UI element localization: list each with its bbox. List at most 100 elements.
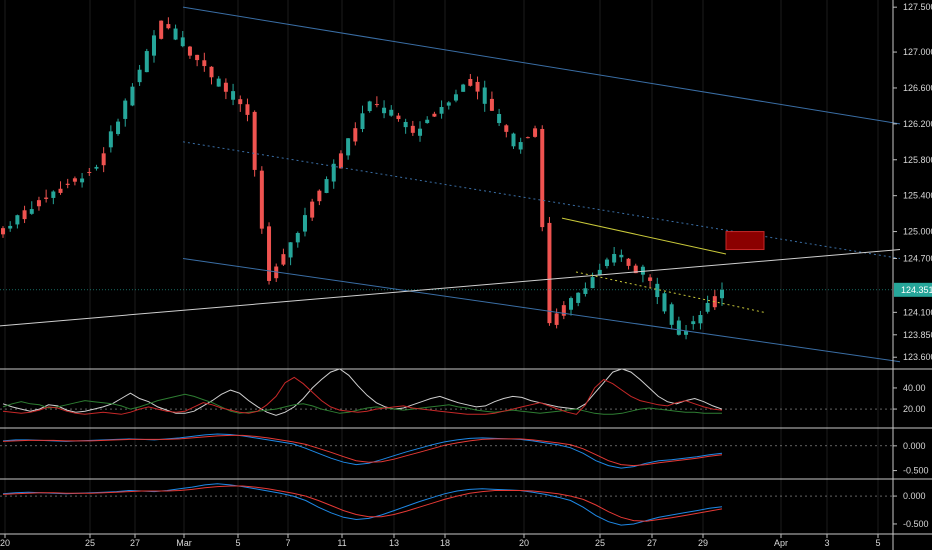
candle[interactable] xyxy=(58,181,63,195)
candle[interactable] xyxy=(245,98,250,122)
candle[interactable] xyxy=(65,178,70,189)
candle[interactable] xyxy=(662,291,667,314)
candle[interactable] xyxy=(360,105,365,133)
candle[interactable] xyxy=(8,221,13,232)
candle[interactable] xyxy=(540,125,545,232)
candle[interactable] xyxy=(216,76,221,87)
price-axis[interactable]: 40.00 20.00 0.000 -0.500 0.000 -0.500 127.500 1… xyxy=(893,2,932,529)
candle[interactable] xyxy=(432,111,437,117)
candle[interactable] xyxy=(497,108,502,127)
candle[interactable] xyxy=(533,125,538,138)
candle[interactable] xyxy=(94,164,99,171)
series-line-1[interactable] xyxy=(2,434,723,467)
candle[interactable] xyxy=(151,30,156,63)
candle[interactable] xyxy=(187,45,192,59)
candle[interactable] xyxy=(130,83,135,107)
candle[interactable] xyxy=(238,95,243,112)
candle[interactable] xyxy=(22,205,27,224)
candle[interactable] xyxy=(569,296,574,316)
candle[interactable] xyxy=(173,24,178,41)
candle[interactable] xyxy=(648,274,653,288)
candle[interactable] xyxy=(108,125,113,153)
candle[interactable] xyxy=(180,31,185,48)
candle[interactable] xyxy=(525,136,530,139)
candle[interactable] xyxy=(166,17,171,30)
series-line-2[interactable] xyxy=(2,376,723,415)
candle[interactable] xyxy=(676,316,681,336)
candle[interactable] xyxy=(389,105,394,117)
candle[interactable] xyxy=(252,110,257,177)
candle[interactable] xyxy=(302,207,307,237)
candle[interactable] xyxy=(518,137,523,154)
yellow-solid-line[interactable] xyxy=(561,217,727,255)
candle[interactable] xyxy=(489,91,494,111)
lower-channel-line[interactable] xyxy=(182,258,901,363)
oscillator-pane-3[interactable] xyxy=(0,483,893,526)
candle[interactable] xyxy=(231,83,236,106)
oscillator-pane-2[interactable] xyxy=(0,433,893,469)
drawing-tools[interactable] xyxy=(0,6,901,363)
candle[interactable] xyxy=(288,242,293,266)
yellow-dotted-line[interactable] xyxy=(575,271,765,313)
candle[interactable] xyxy=(1,226,5,238)
candle[interactable] xyxy=(468,73,473,87)
candle[interactable] xyxy=(374,96,379,108)
candle[interactable] xyxy=(626,258,631,270)
candle[interactable] xyxy=(137,64,142,86)
candle[interactable] xyxy=(80,172,85,188)
candle[interactable] xyxy=(640,264,645,283)
mid-channel-line[interactable] xyxy=(182,141,901,259)
candle[interactable] xyxy=(461,83,466,92)
candle[interactable] xyxy=(29,201,34,215)
candle[interactable] xyxy=(123,98,128,127)
candle[interactable] xyxy=(87,167,92,176)
candle[interactable] xyxy=(403,118,408,134)
candle[interactable] xyxy=(418,121,423,142)
candle[interactable] xyxy=(691,315,696,330)
candle[interactable] xyxy=(144,48,149,73)
candle[interactable] xyxy=(382,100,387,119)
candle[interactable] xyxy=(15,214,20,229)
oscillator-pane-1[interactable] xyxy=(0,368,893,416)
candle[interactable] xyxy=(597,263,602,276)
candle[interactable] xyxy=(101,147,106,173)
candle[interactable] xyxy=(583,282,588,297)
candle[interactable] xyxy=(36,196,41,211)
series-line-0[interactable] xyxy=(2,368,723,416)
white-trendline-line[interactable] xyxy=(0,249,901,327)
candle[interactable] xyxy=(51,190,56,205)
candle[interactable] xyxy=(331,159,336,189)
candle[interactable] xyxy=(604,257,609,269)
candle[interactable] xyxy=(439,100,444,119)
candle[interactable] xyxy=(612,247,617,266)
candle[interactable] xyxy=(317,189,322,206)
candle[interactable] xyxy=(410,120,415,136)
price-pane[interactable] xyxy=(0,17,893,340)
candle[interactable] xyxy=(453,89,458,103)
candle[interactable] xyxy=(669,302,674,330)
candle[interactable] xyxy=(267,222,272,285)
candle[interactable] xyxy=(346,138,351,160)
candle[interactable] xyxy=(324,176,329,194)
series-line-1[interactable] xyxy=(2,393,722,415)
candle[interactable] xyxy=(684,324,689,340)
time-axis[interactable]: 20 25 27 Mar 5 7 11 13 18 20 25 27 29 Apr 3 5 xyxy=(0,534,881,548)
candle[interactable] xyxy=(353,122,358,146)
candle[interactable] xyxy=(504,124,509,138)
series-line-1[interactable] xyxy=(2,485,723,522)
candle[interactable] xyxy=(655,277,660,305)
candle[interactable] xyxy=(475,76,480,100)
candle[interactable] xyxy=(698,310,703,330)
candle[interactable] xyxy=(554,308,559,329)
candle[interactable] xyxy=(446,101,451,110)
candle[interactable] xyxy=(295,231,300,248)
candle[interactable] xyxy=(482,80,487,112)
candle[interactable] xyxy=(547,216,552,326)
candle[interactable] xyxy=(116,118,121,136)
candle[interactable] xyxy=(576,292,581,307)
candle[interactable] xyxy=(159,20,164,40)
candle[interactable] xyxy=(367,100,372,113)
candle[interactable] xyxy=(281,248,286,266)
